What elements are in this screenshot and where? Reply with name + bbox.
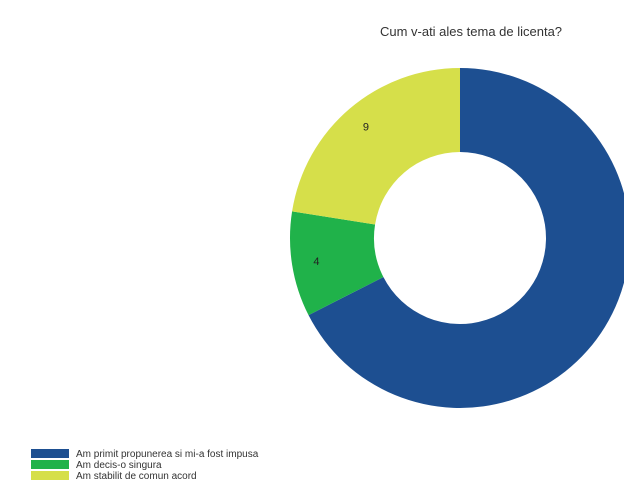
slice-value-label: 9 bbox=[363, 122, 369, 134]
legend-swatch bbox=[31, 471, 69, 480]
legend-label: Am stabilit de comun acord bbox=[76, 471, 197, 482]
slice-labels: 49 bbox=[313, 122, 369, 268]
donut-slices bbox=[290, 68, 624, 408]
chart-title: Cum v-ati ales tema de licenta? bbox=[380, 24, 562, 39]
legend-label: Am primit propunerea si mi-a fost impusa bbox=[76, 449, 259, 460]
donut-slice bbox=[290, 211, 384, 316]
legend-label: Am decis-o singura bbox=[76, 460, 162, 471]
donut-slice bbox=[308, 68, 624, 408]
legend-swatch bbox=[31, 460, 69, 469]
slice-value-label: 4 bbox=[313, 256, 319, 268]
donut-slice bbox=[292, 68, 460, 225]
legend: Am primit propunerea si mi-a fost impusa… bbox=[31, 449, 259, 482]
legend-swatch bbox=[31, 449, 69, 458]
